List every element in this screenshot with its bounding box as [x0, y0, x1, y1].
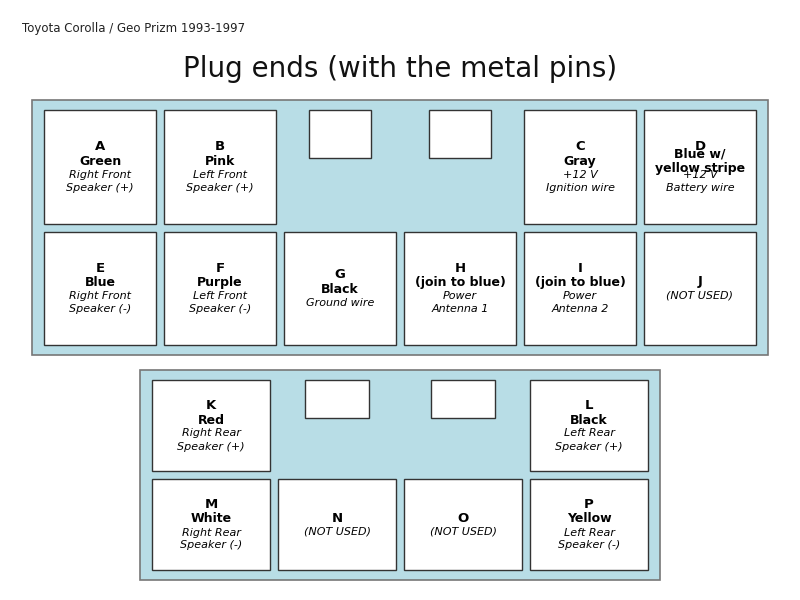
Text: Ignition wire: Ignition wire	[546, 183, 614, 193]
Text: (join to blue): (join to blue)	[534, 276, 626, 289]
Text: Left Front: Left Front	[193, 291, 247, 301]
Bar	[530, 479, 648, 570]
Text: H: H	[454, 262, 466, 275]
Bar	[164, 232, 276, 345]
Text: Black: Black	[321, 283, 359, 296]
Text: Speaker (-): Speaker (-)	[69, 304, 131, 314]
Text: A: A	[95, 140, 105, 153]
Text: (NOT USED): (NOT USED)	[666, 291, 734, 301]
Text: Plug ends (with the metal pins): Plug ends (with the metal pins)	[183, 55, 617, 83]
Text: Right Rear: Right Rear	[182, 527, 241, 538]
Text: Pink: Pink	[205, 155, 235, 168]
Bar	[284, 232, 396, 345]
Bar	[644, 232, 756, 345]
Text: K: K	[206, 399, 216, 412]
Text: Green: Green	[79, 155, 121, 168]
Text: M: M	[204, 498, 218, 511]
Text: (NOT USED): (NOT USED)	[430, 527, 497, 537]
Bar	[44, 110, 156, 223]
Text: Yellow: Yellow	[566, 512, 611, 526]
Text: (join to blue): (join to blue)	[414, 276, 506, 289]
Text: J: J	[698, 275, 702, 288]
Text: Blue w/
yellow stripe: Blue w/ yellow stripe	[655, 147, 745, 175]
Text: O: O	[458, 511, 469, 524]
Text: Speaker (+): Speaker (+)	[66, 183, 134, 193]
Text: White: White	[190, 512, 231, 526]
Text: Left Front: Left Front	[193, 170, 247, 180]
Text: Ground wire: Ground wire	[306, 298, 374, 308]
Text: Right Front: Right Front	[69, 170, 131, 180]
Bar	[309, 110, 371, 158]
Text: Left Rear: Left Rear	[563, 428, 614, 439]
Text: Battery wire: Battery wire	[666, 183, 734, 193]
Text: +12 V: +12 V	[682, 170, 718, 180]
Text: Antenna 2: Antenna 2	[551, 304, 609, 314]
Text: Antenna 1: Antenna 1	[431, 304, 489, 314]
Text: Purple: Purple	[197, 276, 243, 289]
Text: Speaker (-): Speaker (-)	[180, 541, 242, 551]
Bar	[32, 100, 768, 355]
Bar	[152, 380, 270, 471]
Bar	[305, 380, 370, 418]
Text: F: F	[215, 262, 225, 275]
Text: Right Front: Right Front	[69, 291, 131, 301]
Text: Power: Power	[563, 291, 597, 301]
Text: Gray: Gray	[564, 155, 596, 168]
Bar	[164, 110, 276, 223]
Text: B: B	[215, 140, 225, 153]
Bar	[278, 479, 396, 570]
Bar	[429, 110, 491, 158]
Text: Left Rear: Left Rear	[563, 527, 614, 538]
Bar	[152, 479, 270, 570]
Text: Speaker (+): Speaker (+)	[177, 442, 245, 451]
Bar	[530, 380, 648, 471]
Text: Speaker (-): Speaker (-)	[558, 541, 620, 551]
Text: I: I	[578, 262, 582, 275]
Text: Power: Power	[443, 291, 477, 301]
Bar	[140, 370, 660, 580]
Text: N: N	[331, 511, 342, 524]
Text: Blue: Blue	[85, 276, 115, 289]
Text: D: D	[694, 140, 706, 153]
Text: Speaker (+): Speaker (+)	[555, 442, 623, 451]
Text: L: L	[585, 399, 594, 412]
Bar	[404, 479, 522, 570]
Bar	[44, 232, 156, 345]
Text: (NOT USED): (NOT USED)	[303, 527, 370, 537]
Bar	[404, 232, 516, 345]
Bar	[524, 110, 636, 223]
Text: Red: Red	[198, 413, 225, 427]
Text: Black: Black	[570, 413, 608, 427]
Bar	[644, 110, 756, 223]
Text: Speaker (-): Speaker (-)	[189, 304, 251, 314]
Text: Right Rear: Right Rear	[182, 428, 241, 439]
Bar	[524, 232, 636, 345]
Bar	[430, 380, 495, 418]
Text: Toyota Corolla / Geo Prizm 1993-1997: Toyota Corolla / Geo Prizm 1993-1997	[22, 22, 245, 35]
Text: E: E	[95, 262, 105, 275]
Text: Speaker (+): Speaker (+)	[186, 183, 254, 193]
Text: +12 V: +12 V	[562, 170, 598, 180]
Text: C: C	[575, 140, 585, 153]
Text: G: G	[334, 268, 346, 281]
Text: P: P	[584, 498, 594, 511]
